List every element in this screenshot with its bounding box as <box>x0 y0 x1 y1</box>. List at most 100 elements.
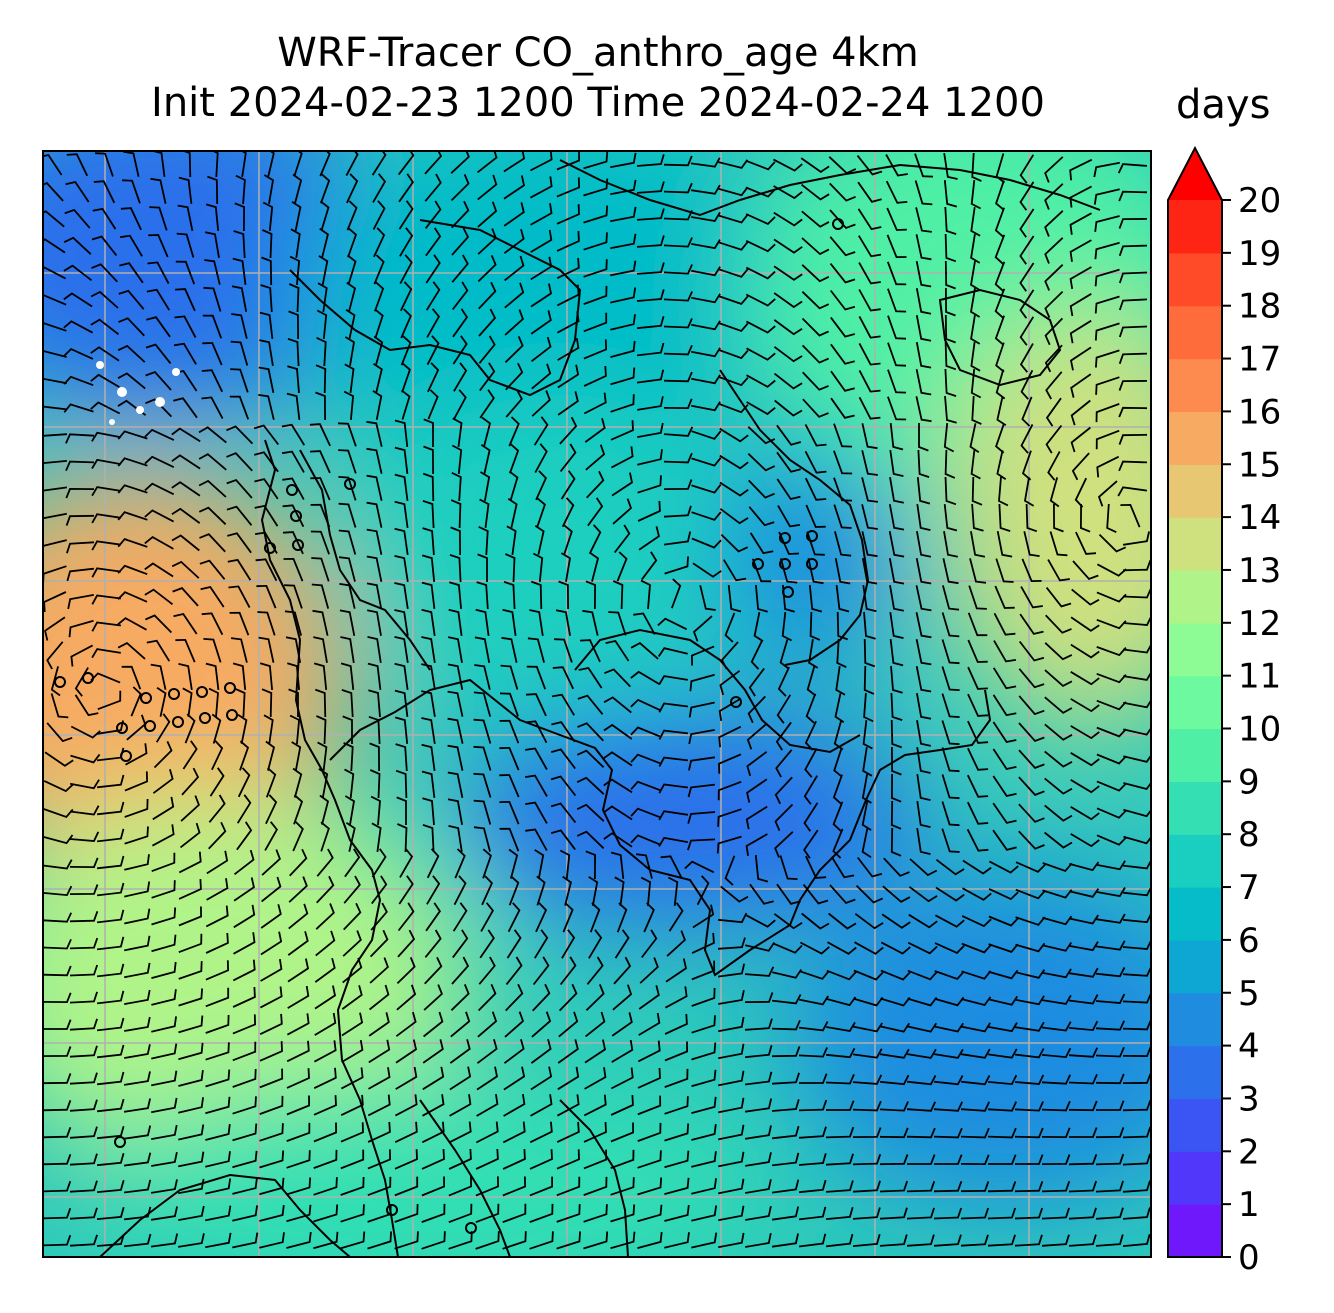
wind-barb <box>613 524 631 554</box>
wind-barb <box>745 833 768 857</box>
wind-barb <box>319 794 330 825</box>
wind-barb <box>665 958 688 983</box>
wind-barb <box>879 1048 910 1059</box>
wind-barb <box>424 173 442 202</box>
wind-barb <box>43 1180 72 1193</box>
wind-barb <box>559 443 577 472</box>
wind-barb <box>576 776 605 795</box>
wind-barb <box>744 1098 773 1113</box>
wind-barb <box>610 394 635 413</box>
wind-barb <box>691 1232 718 1249</box>
wind-barb <box>753 612 764 642</box>
wind-barb <box>476 1066 499 1091</box>
wind-barb <box>576 749 605 768</box>
wind-barb <box>993 612 1016 636</box>
wind-barb <box>774 399 803 417</box>
wind-barb <box>915 234 932 261</box>
field-region <box>300 151 820 460</box>
wind-barb <box>944 368 957 397</box>
wind-barb <box>198 453 227 471</box>
wind-barb <box>585 850 597 880</box>
wind-barb <box>663 531 692 546</box>
wind-barb <box>630 698 661 711</box>
wind-barb <box>637 396 664 411</box>
calm-circle <box>114 1136 126 1148</box>
wind-barb <box>226 452 253 472</box>
colorbar-band <box>1168 305 1222 360</box>
wind-barb <box>310 450 331 474</box>
wind-barb <box>861 828 872 858</box>
wind-barb <box>802 371 829 391</box>
wind-barb <box>806 666 817 697</box>
wind-barb <box>858 262 881 285</box>
wind-barb <box>394 500 409 529</box>
wind-barb <box>1071 452 1090 481</box>
wind-barb <box>422 797 435 826</box>
wind-barb <box>718 402 749 414</box>
wind-barb <box>723 559 747 582</box>
wind-barb <box>603 696 632 714</box>
wind-barb <box>530 1094 553 1117</box>
wind-barb <box>691 1123 717 1141</box>
wind-barb <box>1015 1154 1044 1165</box>
wind-barb <box>998 503 1011 532</box>
wind-barb <box>690 645 715 666</box>
wind-barb <box>124 798 149 818</box>
wind-barb <box>262 201 274 231</box>
wind-barb <box>804 477 827 501</box>
wind-barb <box>368 1067 391 1090</box>
wind-barb <box>1122 615 1151 626</box>
wind-barb <box>633 612 656 635</box>
wind-barb <box>889 449 904 477</box>
colorbar-band <box>1168 1204 1222 1258</box>
wind-barb <box>342 930 362 957</box>
wind-barb <box>201 369 224 393</box>
wind-barb <box>611 472 634 497</box>
colorbar-tick-label: 11 <box>1238 657 1281 697</box>
wind-barb <box>962 859 992 875</box>
wind-barb <box>480 443 491 474</box>
wind-barb <box>529 1231 554 1250</box>
wind-barb <box>1019 208 1035 238</box>
wind-barb <box>858 396 881 420</box>
wind-barb <box>638 1012 661 1036</box>
wind-barb <box>340 1122 364 1143</box>
wind-barb <box>886 207 907 231</box>
wind-barb <box>290 228 301 259</box>
wind-barb <box>97 1071 125 1086</box>
wind-barb <box>508 848 519 879</box>
wind-barb <box>1118 460 1148 472</box>
wind-barb <box>205 1069 231 1088</box>
wind-barb <box>124 881 151 898</box>
wind-barb <box>1018 668 1045 689</box>
wind-barb <box>318 255 329 285</box>
wind-barb <box>44 751 74 767</box>
wind-barb <box>505 983 524 1012</box>
wind-barb <box>585 984 605 1011</box>
colorbar-band <box>1168 1098 1222 1152</box>
wind-barb <box>96 828 125 843</box>
wind-barb <box>562 875 572 906</box>
wind-barb <box>1014 1101 1044 1112</box>
wind-barb <box>828 912 857 930</box>
wind-barb <box>63 292 93 308</box>
wind-barb <box>1118 352 1148 365</box>
wind-barb <box>338 502 357 528</box>
wind-barb <box>1096 887 1126 898</box>
wind-barb <box>889 585 904 612</box>
wind-barb <box>91 567 122 578</box>
wind-barb <box>853 996 884 1007</box>
wind-barb <box>1122 1234 1151 1247</box>
wind-barb <box>253 451 279 473</box>
wind-barb <box>369 769 381 799</box>
wind-barb <box>555 609 571 636</box>
wind-barb <box>1095 1234 1124 1247</box>
wind-barb <box>933 1101 964 1112</box>
wind-barb <box>915 288 932 315</box>
wind-barb <box>232 1041 257 1062</box>
colorbar-band <box>1168 252 1222 307</box>
wind-barb <box>689 673 715 692</box>
wind-barb <box>291 201 302 231</box>
wind-barb <box>1069 239 1092 262</box>
wind-barb <box>149 206 168 231</box>
